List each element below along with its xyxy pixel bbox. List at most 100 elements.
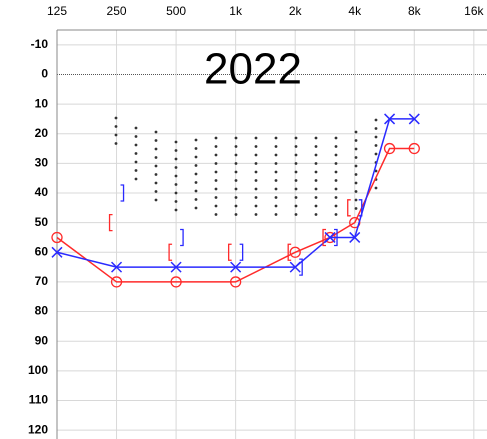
speech-dot bbox=[214, 162, 218, 165]
y-tick-label: 0 bbox=[41, 67, 48, 81]
y-tick-label: 70 bbox=[35, 274, 49, 288]
speech-dot bbox=[314, 187, 318, 191]
speech-dot bbox=[334, 162, 338, 165]
speech-dot bbox=[274, 179, 278, 182]
speech-dot bbox=[114, 133, 118, 137]
speech-dot bbox=[254, 136, 258, 140]
speech-dot bbox=[294, 187, 298, 191]
speech-dot bbox=[214, 187, 218, 191]
speech-dot bbox=[254, 153, 258, 157]
speech-dot bbox=[234, 153, 238, 157]
speech-dot bbox=[214, 204, 218, 208]
y-tick-label: 20 bbox=[35, 126, 49, 140]
speech-dot bbox=[334, 204, 338, 208]
speech-dot bbox=[314, 145, 318, 148]
speech-dot bbox=[294, 179, 298, 182]
audiogram-line bbox=[56, 147, 415, 283]
speech-dot bbox=[254, 145, 258, 148]
speech-dot bbox=[234, 213, 238, 216]
x-tick-label: 1k bbox=[229, 4, 243, 18]
speech-dot bbox=[294, 213, 298, 216]
speech-dot bbox=[274, 204, 278, 208]
speech-dot bbox=[154, 139, 158, 142]
air-left bbox=[111, 261, 123, 273]
y-tick-label: 80 bbox=[35, 304, 49, 318]
speech-dot bbox=[334, 170, 338, 174]
speech-dot bbox=[234, 179, 238, 182]
speech-dot bbox=[314, 170, 318, 174]
y-tick-label: 90 bbox=[35, 333, 49, 347]
speech-dot bbox=[374, 135, 378, 139]
air-left bbox=[51, 246, 63, 258]
bone-left bbox=[299, 258, 303, 276]
speech-dot bbox=[214, 136, 218, 140]
speech-dot bbox=[374, 144, 378, 147]
speech-dot bbox=[114, 142, 118, 145]
speech-dot bbox=[174, 200, 178, 203]
speech-dot bbox=[334, 136, 338, 140]
x-tick-label: 500 bbox=[166, 4, 186, 18]
speech-dot bbox=[354, 207, 358, 210]
air-right bbox=[51, 231, 63, 244]
speech-dot bbox=[314, 179, 318, 182]
x-tick-label: 125 bbox=[47, 4, 67, 18]
speech-dot bbox=[234, 187, 238, 191]
speech-dot bbox=[374, 127, 378, 130]
speech-dot bbox=[354, 130, 358, 134]
air-right bbox=[229, 276, 242, 288]
speech-dot bbox=[294, 170, 298, 174]
speech-dot bbox=[254, 179, 258, 182]
bone-left bbox=[334, 228, 338, 247]
speech-dot bbox=[314, 162, 318, 165]
air-left bbox=[289, 261, 301, 273]
speech-dot bbox=[354, 190, 358, 193]
speech-dot bbox=[154, 130, 158, 134]
air-right bbox=[383, 142, 396, 155]
speech-dot bbox=[174, 149, 178, 152]
speech-dot bbox=[134, 135, 138, 138]
speech-dot bbox=[354, 173, 358, 176]
speech-dot bbox=[114, 125, 118, 128]
speech-dot bbox=[314, 196, 318, 199]
bone-right bbox=[322, 228, 327, 247]
speech-dot bbox=[154, 198, 158, 202]
x-tick-label: 16k bbox=[464, 4, 484, 18]
speech-dot bbox=[214, 145, 218, 148]
speech-dot bbox=[154, 164, 158, 168]
speech-dot bbox=[174, 174, 178, 178]
y-tick-label: 10 bbox=[35, 96, 49, 110]
x-tick-label: 250 bbox=[107, 4, 127, 18]
speech-dot bbox=[374, 118, 378, 122]
y-tick-label: 110 bbox=[29, 393, 49, 407]
speech-dot bbox=[194, 155, 198, 159]
y-tick-label: -10 bbox=[31, 37, 49, 51]
x-tick-label: 2k bbox=[289, 4, 303, 18]
speech-dot bbox=[154, 181, 158, 185]
speech-dot bbox=[234, 162, 238, 165]
speech-dot bbox=[134, 143, 138, 147]
speech-dot bbox=[194, 198, 198, 201]
speech-dot bbox=[174, 208, 178, 212]
y-tick-label: 100 bbox=[28, 363, 48, 377]
speech-dot bbox=[254, 213, 258, 216]
air-left bbox=[324, 231, 336, 243]
speech-dot bbox=[194, 181, 198, 184]
speech-dot bbox=[234, 196, 238, 199]
speech-dot bbox=[314, 213, 318, 216]
speech-dot bbox=[334, 153, 338, 157]
speech-dot bbox=[174, 157, 178, 161]
x-tick-label: 8k bbox=[408, 4, 422, 18]
bone-left bbox=[239, 243, 244, 261]
speech-dot bbox=[254, 162, 258, 165]
air-right bbox=[408, 142, 420, 155]
x-tick-label: 4k bbox=[348, 4, 362, 18]
speech-dot bbox=[294, 153, 298, 157]
y-tick-label: 40 bbox=[35, 185, 49, 199]
air-left bbox=[170, 261, 182, 273]
speech-dot bbox=[194, 189, 198, 193]
speech-dot bbox=[274, 136, 278, 140]
speech-dot bbox=[374, 186, 378, 190]
speech-dot bbox=[174, 191, 178, 195]
